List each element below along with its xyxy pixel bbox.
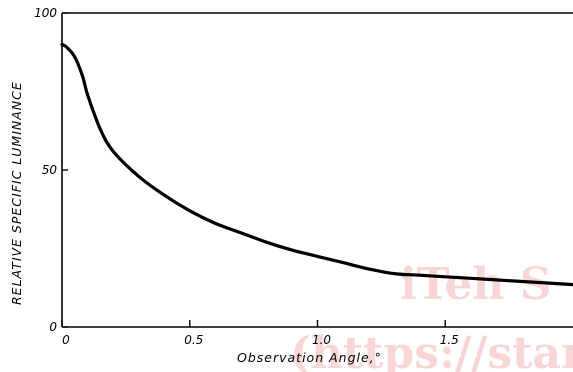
- y-tick-label: 0: [49, 320, 57, 334]
- y-axis-title: RELATIVE SPECIFIC LUMINANCE: [9, 81, 24, 305]
- x-tick-label: 0.5: [184, 333, 203, 347]
- luminance-curve: [60, 42, 573, 287]
- watermark-line-1: iTeh S: [400, 259, 552, 310]
- y-tick-label: 50: [42, 163, 58, 177]
- x-axis-title: Observation Angle,°: [237, 350, 382, 365]
- series-layer: [60, 42, 573, 287]
- tick-layer: 0 0.5 1.0 1.5 0 50 100: [34, 6, 459, 347]
- x-tick-label: 0: [62, 333, 70, 347]
- x-tick-label: 1.0: [312, 333, 331, 347]
- watermark-line-2: (https://star: [290, 328, 573, 372]
- x-tick-label: 1.5: [440, 333, 459, 347]
- y-tick-label: 100: [34, 6, 57, 20]
